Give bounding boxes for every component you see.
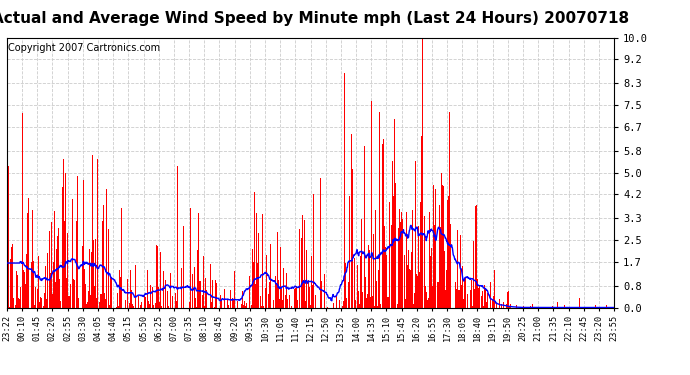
Text: Actual and Average Wind Speed by Minute mph (Last 24 Hours) 20070718: Actual and Average Wind Speed by Minute … — [0, 11, 629, 26]
Text: Copyright 2007 Cartronics.com: Copyright 2007 Cartronics.com — [8, 43, 160, 53]
